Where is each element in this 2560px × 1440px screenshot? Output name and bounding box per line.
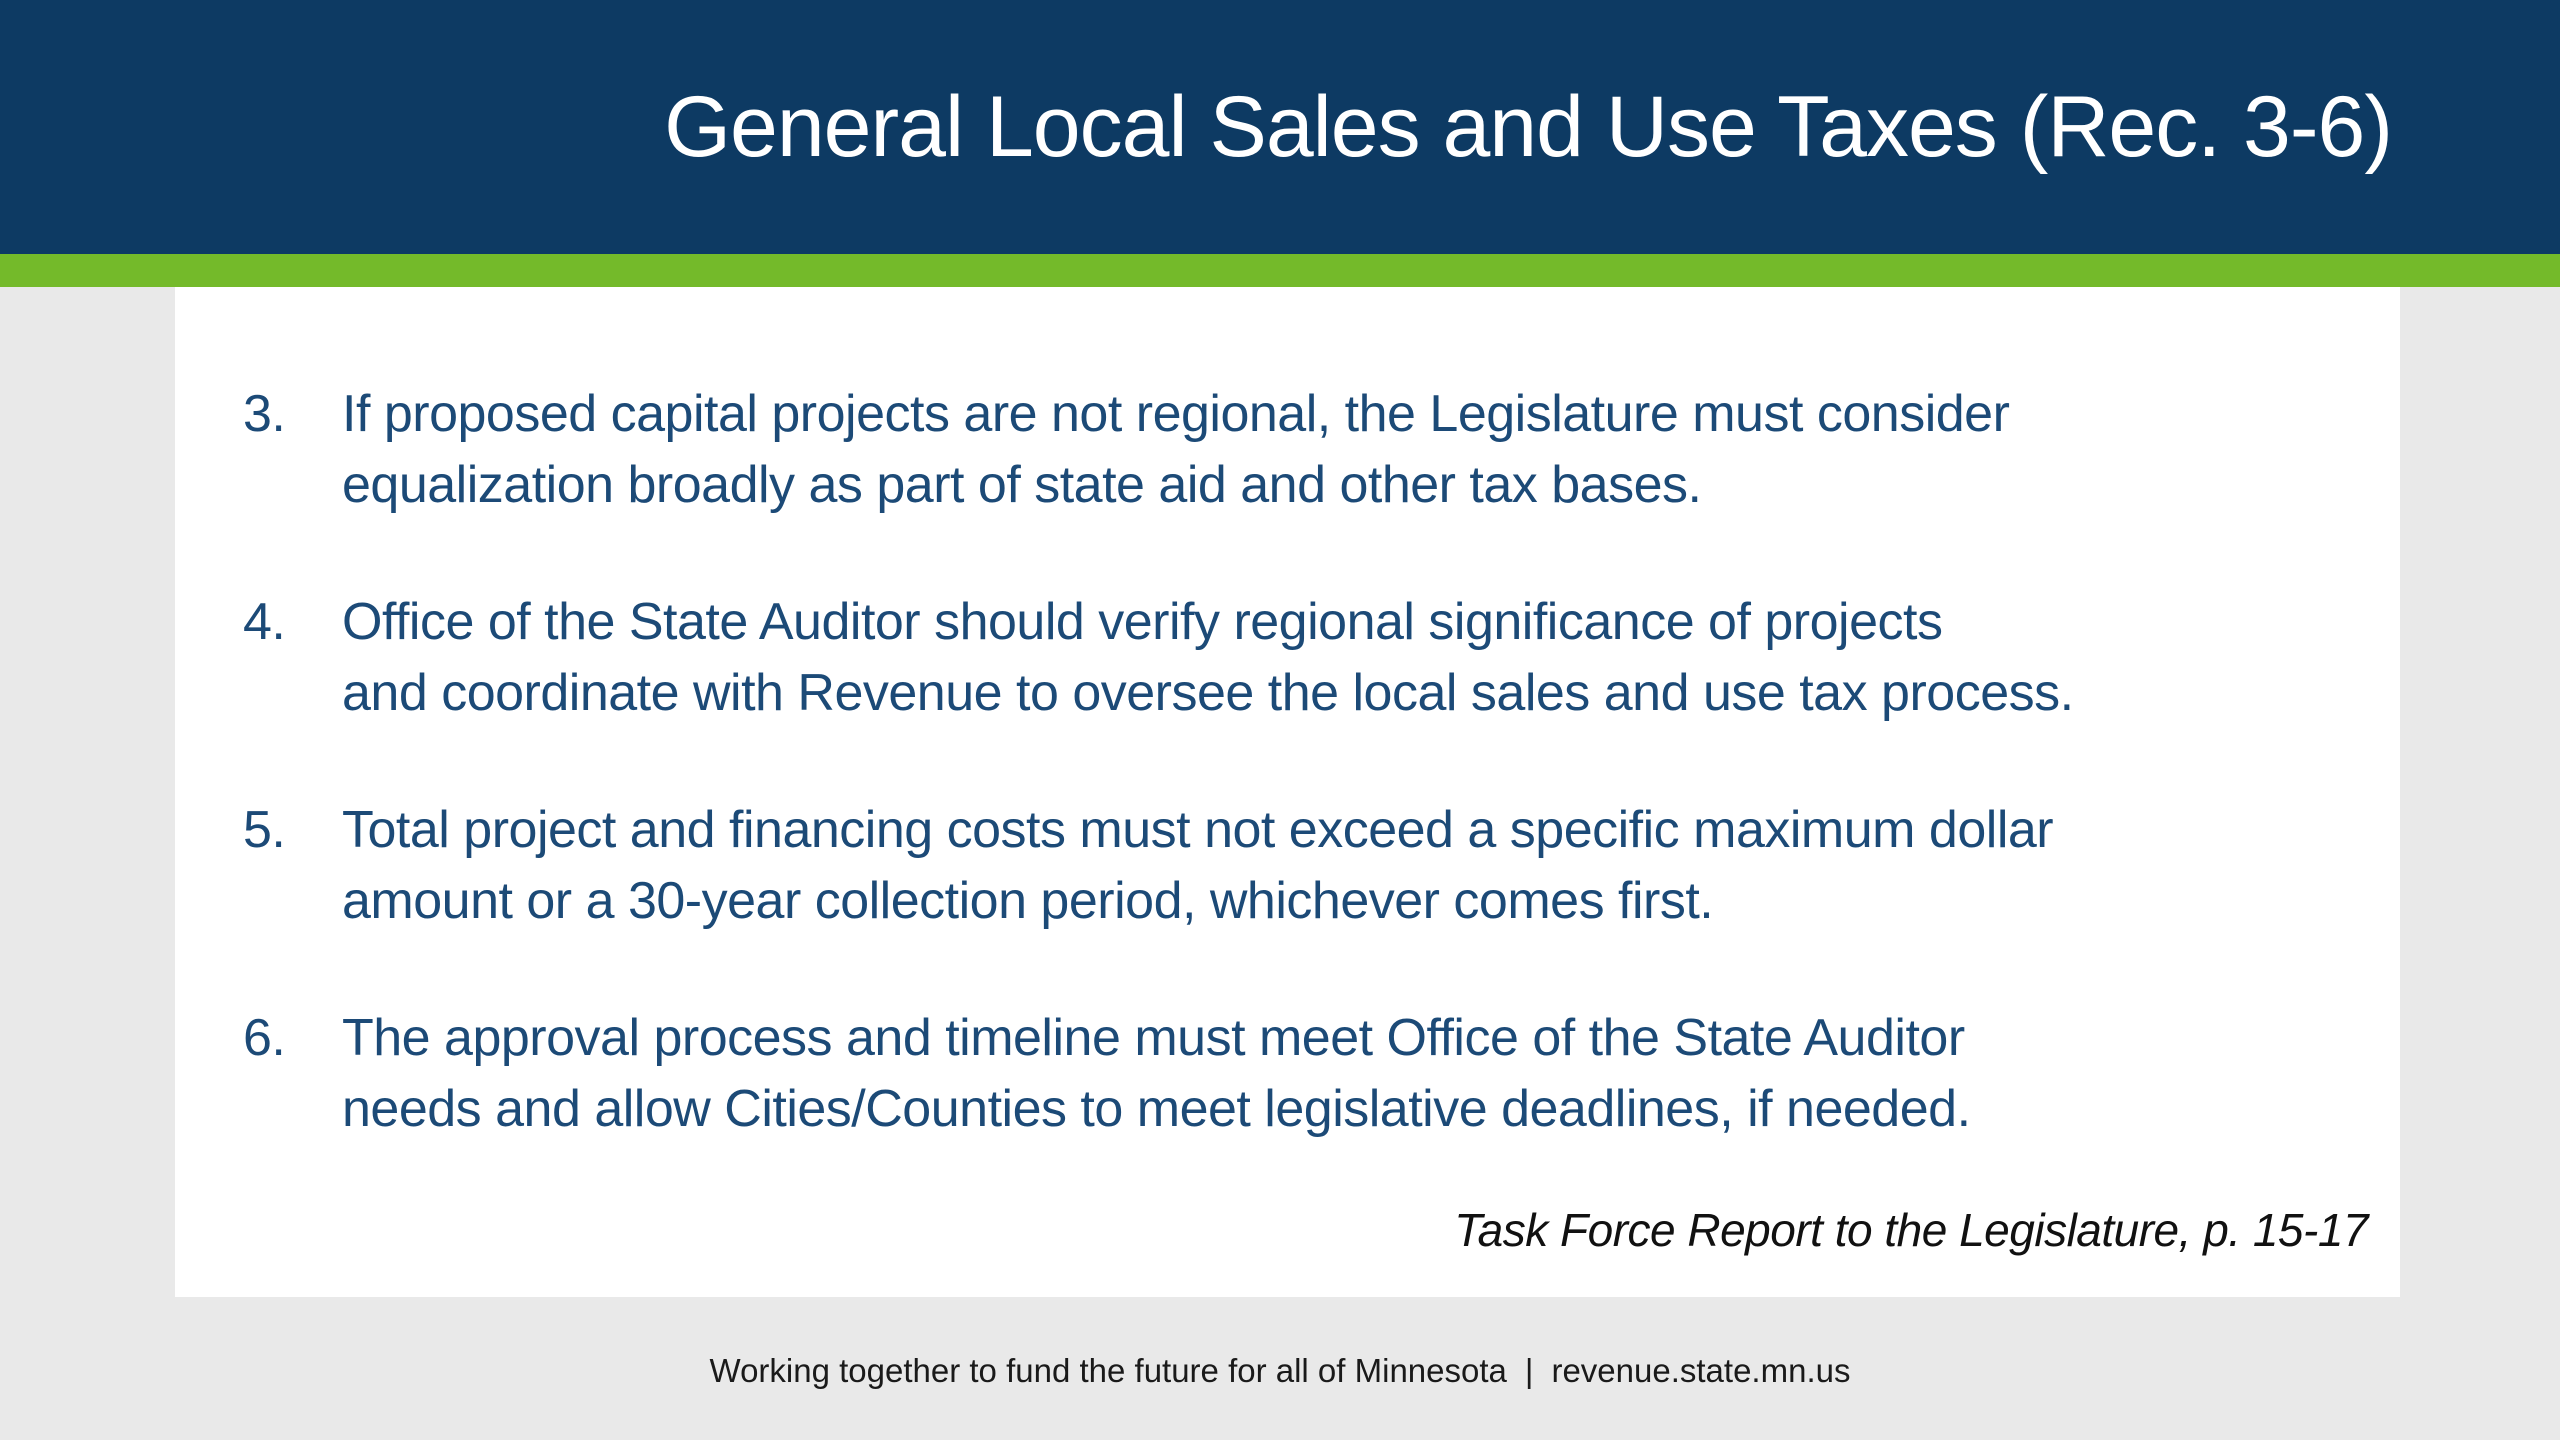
- list-item: 5. Total project and financing costs mus…: [175, 795, 2360, 937]
- numbered-list: 3. If proposed capital projects are not …: [175, 379, 2360, 1211]
- green-accent-stripe: [0, 254, 2560, 287]
- slide-header-bar: General Local Sales and Use Taxes (Rec. …: [0, 0, 2560, 254]
- list-item-number: 4.: [243, 593, 286, 651]
- list-item-line: needs and allow Cities/Counties to meet …: [342, 1080, 1971, 1138]
- list-item-line: Total project and financing costs must n…: [342, 801, 2054, 859]
- list-item-line: If proposed capital projects are not reg…: [342, 385, 2010, 443]
- list-item: 4. Office of the State Auditor should ve…: [175, 587, 2360, 729]
- list-item-line: equalization broadly as part of state ai…: [342, 456, 1702, 514]
- list-item-text: If proposed capital projects are not reg…: [342, 379, 2360, 521]
- list-item-number: 6.: [243, 1009, 286, 1067]
- slide-footer: Working together to fund the future for …: [0, 1352, 2560, 1390]
- list-item-line: amount or a 30-year collection period, w…: [342, 872, 1714, 930]
- list-item-text: The approval process and timeline must m…: [342, 1003, 2360, 1145]
- source-attribution: Task Force Report to the Legislature, p.…: [1454, 1204, 2368, 1256]
- list-item-number: 3.: [243, 385, 286, 443]
- list-item: 6. The approval process and timeline mus…: [175, 1003, 2360, 1145]
- list-item-text: Office of the State Auditor should verif…: [342, 587, 2360, 729]
- list-item-line: and coordinate with Revenue to oversee t…: [342, 664, 2074, 722]
- footer-separator: |: [1524, 1352, 1534, 1389]
- list-item-line: The approval process and timeline must m…: [342, 1009, 1965, 1067]
- list-item-line: Office of the State Auditor should verif…: [342, 593, 1943, 651]
- list-item: 3. If proposed capital projects are not …: [175, 379, 2360, 521]
- footer-website: revenue.state.mn.us: [1551, 1352, 1851, 1389]
- list-item-text: Total project and financing costs must n…: [342, 795, 2360, 937]
- list-item-number: 5.: [243, 801, 286, 859]
- content-card: 3. If proposed capital projects are not …: [175, 287, 2400, 1297]
- footer-tagline: Working together to fund the future for …: [709, 1352, 1507, 1389]
- slide-title: General Local Sales and Use Taxes (Rec. …: [664, 78, 2393, 175]
